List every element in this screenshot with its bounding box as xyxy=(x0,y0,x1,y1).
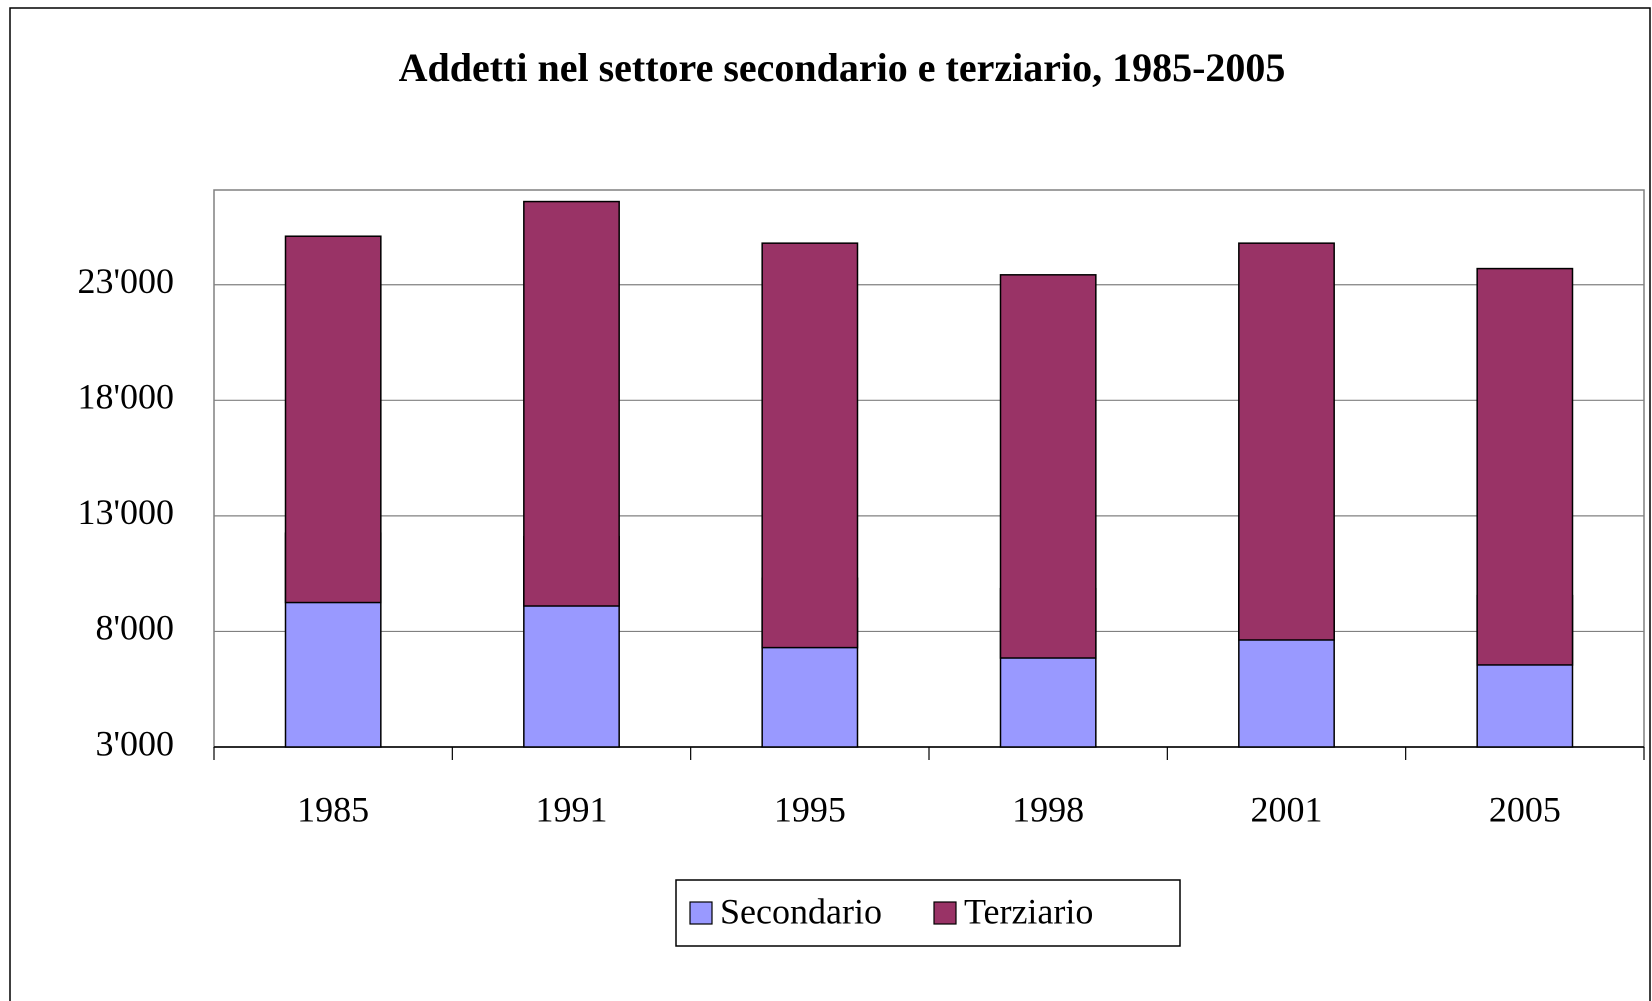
x-tick-label: 1995 xyxy=(774,789,846,829)
bar-segment xyxy=(761,242,859,649)
plot-area xyxy=(213,189,1645,748)
x-tick-label: 2001 xyxy=(1251,789,1323,829)
y-tick-label: 13'000 xyxy=(78,492,175,532)
legend-swatch xyxy=(933,901,957,925)
y-tick-label: 18'000 xyxy=(78,377,175,417)
bar-segment xyxy=(1476,267,1574,666)
x-tick-label: 1998 xyxy=(1012,789,1084,829)
x-tick-label: 2005 xyxy=(1489,789,1561,829)
bar-segment xyxy=(1238,242,1335,641)
bar-segment xyxy=(999,274,1097,659)
chart-title: Addetti nel settore secondario e terziar… xyxy=(399,45,1286,90)
legend-label: Secondario xyxy=(720,891,882,931)
x-tick-label: 1991 xyxy=(536,789,608,829)
y-tick-label: 23'000 xyxy=(78,261,175,301)
x-tick-label: 1985 xyxy=(297,789,369,829)
bar-segment xyxy=(284,235,382,604)
bar-segment xyxy=(523,200,620,607)
legend-swatch xyxy=(689,901,713,925)
y-tick-label: 3'000 xyxy=(96,723,175,763)
y-tick-label: 8'000 xyxy=(96,608,175,648)
legend-box xyxy=(675,879,1181,947)
legend-label: Terziario xyxy=(964,891,1093,931)
